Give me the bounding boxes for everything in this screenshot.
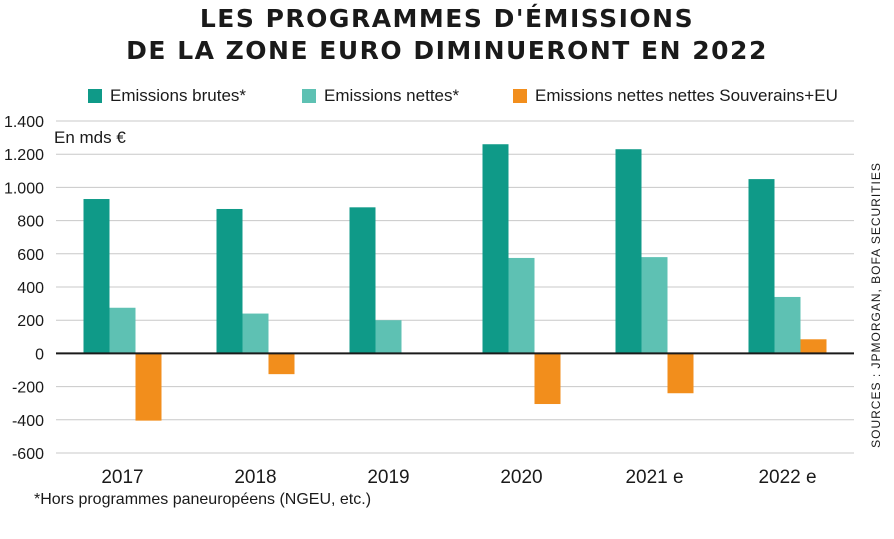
legend-label-nettes: Emissions nettes*: [324, 86, 460, 105]
bar-5ec1b3-4: [641, 257, 668, 354]
bar-f28e1c-4: [667, 353, 694, 394]
legend-swatch-nettes: [302, 89, 316, 103]
bar-f28e1c-1: [268, 353, 295, 375]
y-tick-label: 800: [17, 214, 44, 231]
y-tick-label: -200: [12, 380, 44, 397]
y-tick-label: -400: [12, 413, 44, 430]
legend-item-souverains: Emissions nettes nettes Souverains+EU: [513, 86, 838, 106]
legend-item-brutes: Emissions brutes*: [88, 86, 246, 106]
legend-label-souverains: Emissions nettes nettes Souverains+EU: [535, 86, 838, 105]
y-tick-label: 200: [17, 313, 44, 330]
legend-item-nettes: Emissions nettes*: [302, 86, 459, 106]
y-tick-label: 1.400: [4, 114, 44, 131]
bar-0f9a88-5: [748, 179, 775, 354]
bar-0f9a88-4: [615, 149, 642, 354]
bar-5ec1b3-3: [508, 257, 535, 354]
bar-0f9a88-2: [349, 207, 376, 354]
x-tick-label: 2018: [234, 467, 276, 488]
bar-0f9a88-3: [482, 144, 509, 354]
bar-5ec1b3-2: [375, 320, 402, 354]
x-tick-label: 2020: [500, 467, 542, 488]
legend-swatch-souverains: [513, 89, 527, 103]
chart-title-line-2: DE LA ZONE EURO DIMINUERONT EN 2022: [126, 36, 768, 65]
y-tick-label: 400: [17, 280, 44, 297]
y-tick-label: 1.000: [4, 180, 44, 197]
x-tick-label: 2022 e: [758, 467, 816, 488]
bar-f28e1c-5: [800, 339, 827, 354]
bar-0f9a88-1: [216, 208, 243, 354]
bar-5ec1b3-0: [109, 307, 136, 354]
y-tick-label: 600: [17, 247, 44, 264]
y-tick-label: 1.200: [4, 147, 44, 164]
legend-label-brutes: Emissions brutes*: [110, 86, 247, 105]
bar-5ec1b3-5: [774, 296, 801, 354]
bar-5ec1b3-1: [242, 313, 269, 354]
legend-swatch-brutes: [88, 89, 102, 103]
source-credit: SOURCES : JPMORGAN, BOFA SECURITIES: [869, 162, 883, 448]
chart-title-line-1: LES PROGRAMMES D'ÉMISSIONS: [199, 4, 695, 33]
x-tick-label: 2019: [367, 467, 409, 488]
footnote: *Hors programmes paneuropéens (NGEU, etc…: [34, 491, 372, 508]
x-tick-label: 2017: [101, 467, 143, 488]
bar-f28e1c-3: [534, 353, 561, 405]
y-tick-label: 0: [35, 346, 44, 363]
bar-0f9a88-0: [83, 199, 110, 354]
y-tick-label: -600: [12, 446, 44, 463]
unit-label: En mds €: [54, 128, 126, 147]
x-tick-label: 2021 e: [625, 467, 683, 488]
bar-f28e1c-0: [135, 353, 162, 421]
